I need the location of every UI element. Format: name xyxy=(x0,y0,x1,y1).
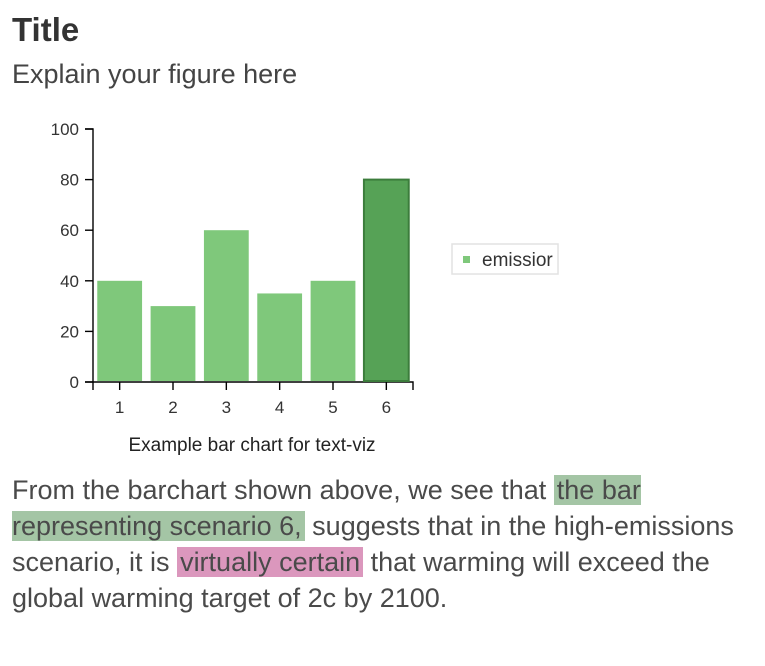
x-tick-label: 2 xyxy=(168,398,177,417)
y-tick-label: 80 xyxy=(60,171,79,190)
legend[interactable]: emissior xyxy=(451,243,559,275)
y-axis-line xyxy=(85,128,94,383)
x-axis-line xyxy=(92,381,414,390)
x-axis: 1 2 3 4 5 6 xyxy=(92,381,414,417)
x-tick-label: 5 xyxy=(328,398,337,417)
y-tick-label: 20 xyxy=(60,322,79,341)
bar-highlighted[interactable] xyxy=(362,178,410,382)
bar[interactable] xyxy=(150,306,196,381)
x-axis-label: Example bar chart for text-viz xyxy=(128,435,375,456)
text-part-1: From the barchart shown above, we see th… xyxy=(12,475,554,505)
y-tick-label: 60 xyxy=(60,221,79,240)
y-tick-label: 100 xyxy=(51,120,79,139)
x-tick-label: 3 xyxy=(222,398,231,417)
y-tick-label: 0 xyxy=(70,373,79,392)
bar[interactable] xyxy=(310,280,356,381)
explanation-text: From the barchart shown above, we see th… xyxy=(12,472,757,616)
y-tick-label: 40 xyxy=(60,272,79,291)
bar[interactable] xyxy=(257,293,303,381)
text-part-2: suggests that in the high-emissions scen… xyxy=(12,511,734,577)
highlight-virtually-certain[interactable]: virtually certain xyxy=(177,547,364,577)
x-tick-label: 6 xyxy=(382,398,391,417)
bar[interactable] xyxy=(97,280,143,381)
legend-swatch xyxy=(463,256,470,263)
x-tick-label: 4 xyxy=(275,398,284,417)
bar[interactable] xyxy=(203,230,249,381)
bars xyxy=(97,178,410,382)
x-tick-label: 1 xyxy=(115,398,124,417)
figure-title: Title xyxy=(12,11,80,48)
figure-subtitle: Explain your figure here xyxy=(12,59,298,89)
text-part-3: that warming will exceed the global warm… xyxy=(12,547,710,613)
y-axis: 0 20 40 60 80 100 xyxy=(51,120,94,392)
bar-chart: 0 20 40 60 80 100 1 2 3 4 5 6 Example bar chart fo… xyxy=(51,120,559,456)
legend-label: emissior xyxy=(482,250,553,271)
